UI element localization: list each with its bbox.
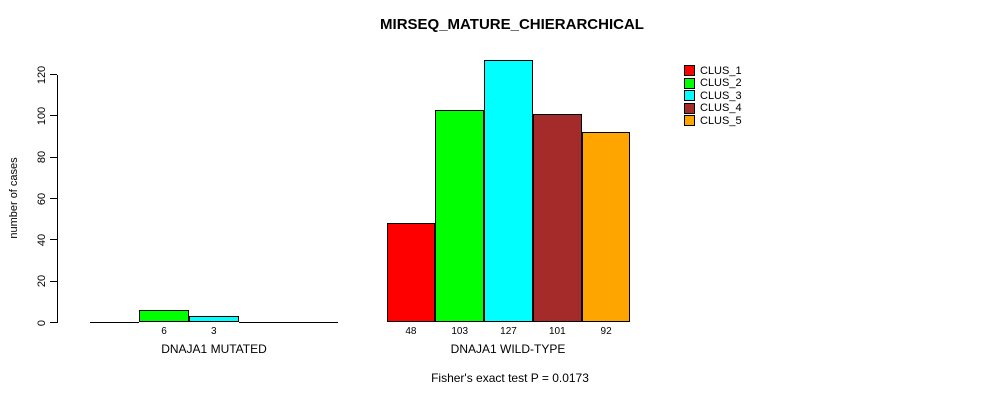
- legend-swatch-clus_3: [684, 90, 695, 101]
- y-tick-label: 80: [36, 151, 48, 164]
- bar-value-label: 101: [548, 326, 566, 337]
- y-axis-tick: [50, 198, 57, 199]
- chart-title: MIRSEQ_MATURE_CHIERARCHICAL: [380, 16, 644, 33]
- fisher-test-annotation: Fisher's exact test P = 0.0173: [431, 371, 589, 385]
- y-tick-label: 20: [36, 275, 48, 288]
- bar-value-label: 127: [500, 326, 517, 337]
- bar-clus_4-group2: [532, 113, 582, 323]
- y-axis-tick: [50, 239, 57, 241]
- bar-value-label: 103: [451, 326, 469, 337]
- y-axis-tick: [50, 322, 57, 323]
- bar-clus_2-group1: [139, 310, 189, 323]
- zero-bar-clus_1-group1: [89, 321, 140, 323]
- bar-clus_1-group2: [386, 223, 436, 323]
- bar-value-label: 3: [210, 326, 217, 337]
- bar-value-label: 92: [600, 326, 612, 337]
- x-group-label-wildtype: DNAJA1 WILD-TYPE: [450, 342, 566, 356]
- bar-clus_2-group2: [435, 109, 485, 323]
- legend-label-clus_3: CLUS_3: [700, 89, 742, 102]
- y-axis-label: number of cases: [8, 157, 20, 239]
- y-tick-label: 0: [36, 319, 48, 326]
- legend-label-clus_4: CLUS_4: [700, 102, 742, 114]
- bar-clus_3-group2: [484, 60, 533, 323]
- legend-swatch-clus_5: [684, 115, 695, 126]
- y-axis-tick: [50, 156, 57, 158]
- y-axis-tick: [50, 115, 57, 117]
- legend-label-clus_2: CLUS_2: [700, 77, 742, 89]
- bar-value-label: 48: [405, 326, 417, 337]
- legend-label-clus_5: CLUS_5: [700, 114, 742, 127]
- y-axis-tick: [50, 280, 57, 282]
- bar-clus_5-group2: [581, 132, 631, 323]
- bar-clus_3-group1: [188, 316, 239, 323]
- y-tick-label: 60: [36, 192, 48, 205]
- y-tick-label: 40: [36, 233, 48, 246]
- zero-bar-clus_4-group1: [238, 321, 289, 323]
- bar-value-label: 6: [161, 326, 167, 337]
- legend-swatch-clus_4: [684, 102, 695, 114]
- y-tick-label: 120: [36, 65, 48, 84]
- legend-swatch-clus_2: [684, 77, 695, 89]
- x-group-label-mutated: DNAJA1 MUTATED: [161, 342, 267, 356]
- zero-bar-clus_5-group1: [288, 321, 338, 323]
- y-axis-tick: [50, 74, 57, 75]
- legend-label-clus_1: CLUS_1: [700, 64, 742, 77]
- y-tick-label: 100: [36, 106, 48, 126]
- legend-swatch-clus_1: [684, 65, 695, 76]
- y-axis-line: [56, 74, 58, 323]
